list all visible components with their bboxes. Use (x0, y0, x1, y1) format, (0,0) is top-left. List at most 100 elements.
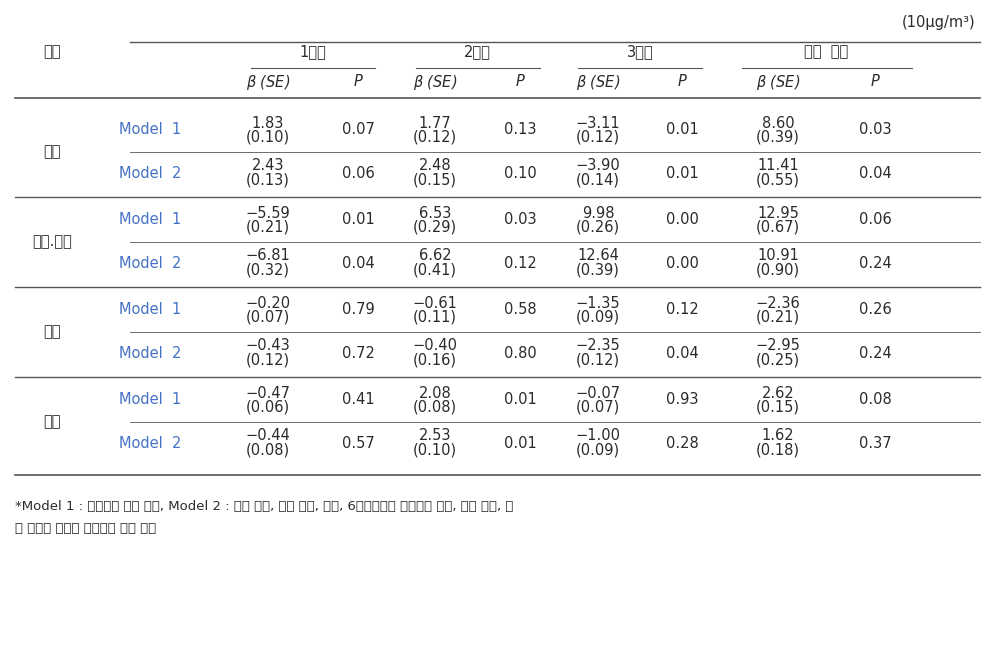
Text: $\beta$ (SE): $\beta$ (SE) (576, 72, 619, 91)
Text: (0.12): (0.12) (246, 353, 290, 367)
Text: 1.77: 1.77 (418, 115, 451, 131)
Text: $\beta$ (SE): $\beta$ (SE) (246, 72, 290, 91)
Text: 0.12: 0.12 (503, 255, 536, 271)
Text: 0.26: 0.26 (858, 302, 891, 318)
Text: Model  2: Model 2 (118, 255, 181, 271)
Text: 0.00: 0.00 (665, 213, 698, 227)
Text: 0.41: 0.41 (341, 392, 374, 408)
Text: 12.95: 12.95 (756, 206, 798, 221)
Text: (0.09): (0.09) (576, 442, 619, 457)
Text: (0.55): (0.55) (755, 172, 799, 188)
Text: (0.90): (0.90) (755, 263, 799, 278)
Text: −0.07: −0.07 (575, 385, 620, 400)
Text: P: P (515, 74, 524, 90)
Text: 0.01: 0.01 (503, 436, 536, 450)
Text: P: P (353, 74, 362, 90)
Text: 8.60: 8.60 (761, 115, 793, 131)
Text: (0.13): (0.13) (246, 172, 289, 188)
Text: Model  1: Model 1 (118, 302, 181, 318)
Text: (0.06): (0.06) (246, 400, 290, 414)
Text: 0.10: 0.10 (503, 166, 536, 180)
Text: 3분기: 3분기 (626, 44, 653, 60)
Text: $\beta$ (SE): $\beta$ (SE) (755, 72, 799, 91)
Text: (0.26): (0.26) (576, 219, 619, 235)
Text: −0.47: −0.47 (246, 385, 290, 400)
Text: 울산: 울산 (43, 324, 61, 339)
Text: (0.10): (0.10) (246, 129, 290, 145)
Text: 1.83: 1.83 (251, 115, 284, 131)
Text: −3.90: −3.90 (576, 158, 619, 174)
Text: P: P (677, 74, 686, 90)
Text: 0.12: 0.12 (665, 302, 698, 318)
Text: −1.00: −1.00 (575, 428, 620, 444)
Text: Model  1: Model 1 (118, 213, 181, 227)
Text: 1분기: 1분기 (299, 44, 326, 60)
Text: Model  2: Model 2 (118, 436, 181, 450)
Text: 2.53: 2.53 (418, 428, 451, 444)
Text: (0.29): (0.29) (413, 219, 456, 235)
Text: 0.01: 0.01 (503, 392, 536, 408)
Text: 전체: 전체 (43, 414, 61, 429)
Text: (0.15): (0.15) (755, 400, 799, 414)
Text: (0.21): (0.21) (755, 310, 799, 324)
Text: 0.04: 0.04 (665, 345, 698, 361)
Text: 0.37: 0.37 (858, 436, 891, 450)
Text: Model  1: Model 1 (118, 392, 181, 408)
Text: (0.14): (0.14) (576, 172, 619, 188)
Text: (0.16): (0.16) (413, 353, 456, 367)
Text: 0.08: 0.08 (858, 392, 891, 408)
Text: Model  1: Model 1 (118, 123, 181, 137)
Text: (0.25): (0.25) (755, 353, 799, 367)
Text: 신 주수를 보정한 다중선형 회귀 분서: 신 주수를 보정한 다중선형 회귀 분서 (15, 522, 156, 535)
Text: 0.13: 0.13 (503, 123, 536, 137)
Text: 0.07: 0.07 (341, 123, 374, 137)
Text: −2.36: −2.36 (754, 296, 799, 310)
Text: −3.11: −3.11 (576, 115, 619, 131)
Text: (0.11): (0.11) (413, 310, 456, 324)
Text: (0.08): (0.08) (246, 442, 290, 457)
Text: 0.28: 0.28 (665, 436, 698, 450)
Text: 2.08: 2.08 (418, 385, 451, 400)
Text: 0.01: 0.01 (665, 166, 698, 180)
Text: (0.39): (0.39) (576, 263, 619, 278)
Text: 6.53: 6.53 (418, 206, 450, 221)
Text: 0.57: 0.57 (341, 436, 374, 450)
Text: 0.04: 0.04 (858, 166, 891, 180)
Text: 천안.아산: 천안.아산 (32, 234, 72, 249)
Text: 0.80: 0.80 (503, 345, 536, 361)
Text: −0.43: −0.43 (246, 339, 290, 353)
Text: (0.10): (0.10) (413, 442, 456, 457)
Text: (0.41): (0.41) (413, 263, 456, 278)
Text: −6.81: −6.81 (246, 249, 290, 263)
Text: −0.20: −0.20 (246, 296, 290, 310)
Text: (0.39): (0.39) (755, 129, 799, 145)
Text: −0.44: −0.44 (246, 428, 290, 444)
Text: −5.59: −5.59 (246, 206, 290, 221)
Text: (0.32): (0.32) (246, 263, 289, 278)
Text: 0.00: 0.00 (665, 255, 698, 271)
Text: −2.35: −2.35 (576, 339, 619, 353)
Text: 0.06: 0.06 (858, 213, 891, 227)
Text: 0.06: 0.06 (341, 166, 374, 180)
Text: −2.95: −2.95 (754, 339, 799, 353)
Text: (0.09): (0.09) (576, 310, 619, 324)
Text: −1.35: −1.35 (576, 296, 619, 310)
Text: 0.24: 0.24 (858, 345, 891, 361)
Text: 0.58: 0.58 (503, 302, 536, 318)
Text: 12.64: 12.64 (577, 249, 618, 263)
Text: (0.15): (0.15) (413, 172, 456, 188)
Text: 10.91: 10.91 (756, 249, 798, 263)
Text: 0.01: 0.01 (665, 123, 698, 137)
Text: 전체  기간: 전체 기간 (803, 44, 848, 60)
Text: 2.48: 2.48 (418, 158, 451, 174)
Text: 0.72: 0.72 (341, 345, 374, 361)
Text: 도시: 도시 (43, 44, 61, 60)
Text: Model  2: Model 2 (118, 345, 181, 361)
Text: −0.61: −0.61 (413, 296, 457, 310)
Text: 2.62: 2.62 (760, 385, 793, 400)
Text: P: P (870, 74, 879, 90)
Text: *Model 1 : 단순선형 회귀 분서, Model 2 : 산모 나이, 교육 수준, 수입, 6개월에서의 모유수유 여부, 간접 흡연, 입: *Model 1 : 단순선형 회귀 분서, Model 2 : 산모 나이, … (15, 500, 513, 513)
Text: 2.43: 2.43 (251, 158, 284, 174)
Text: $\beta$ (SE): $\beta$ (SE) (413, 72, 457, 91)
Text: (0.07): (0.07) (576, 400, 619, 414)
